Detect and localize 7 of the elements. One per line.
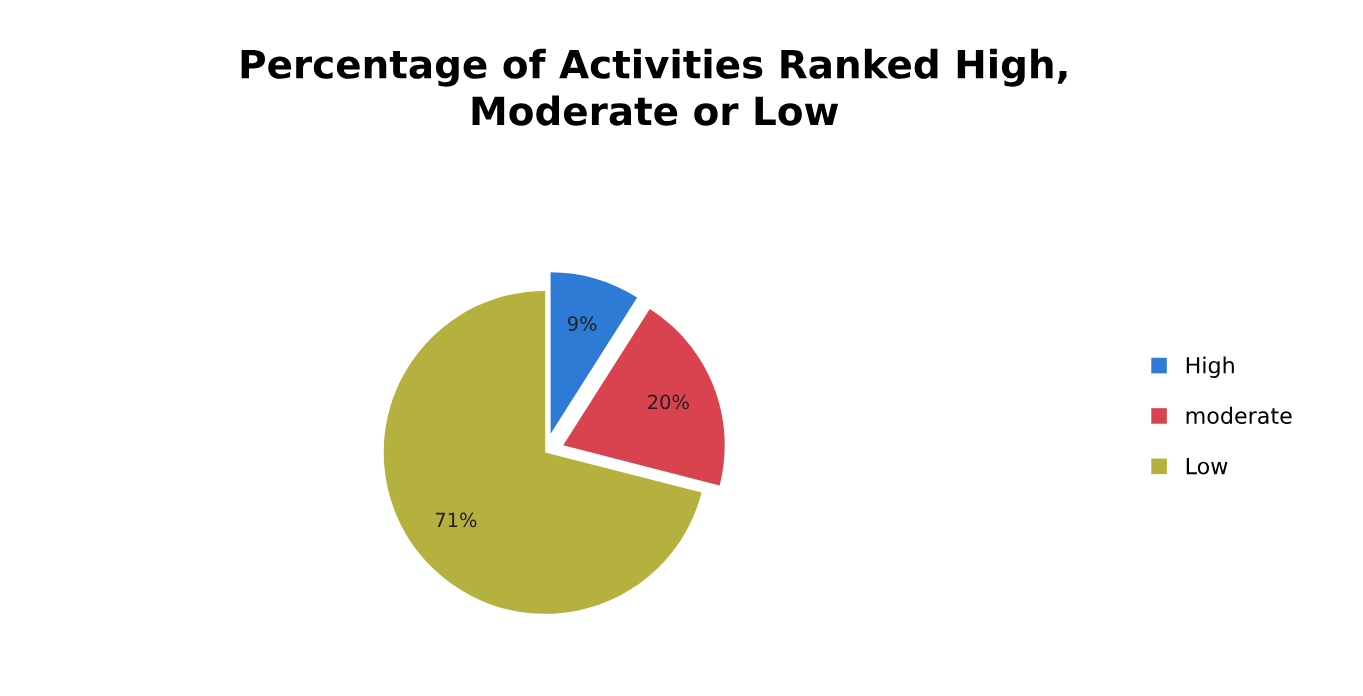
legend-label: moderate: [1186, 406, 1292, 425]
data-label: 71%: [435, 512, 477, 528]
chart-title: Percentage of Activities Ranked High, Moderate or Low: [241, 48, 1067, 126]
data-label: 9%: [567, 316, 597, 331]
legend-label: Low: [1186, 457, 1228, 475]
data-label: 20%: [648, 394, 689, 410]
legend-label: High: [1186, 356, 1234, 378]
